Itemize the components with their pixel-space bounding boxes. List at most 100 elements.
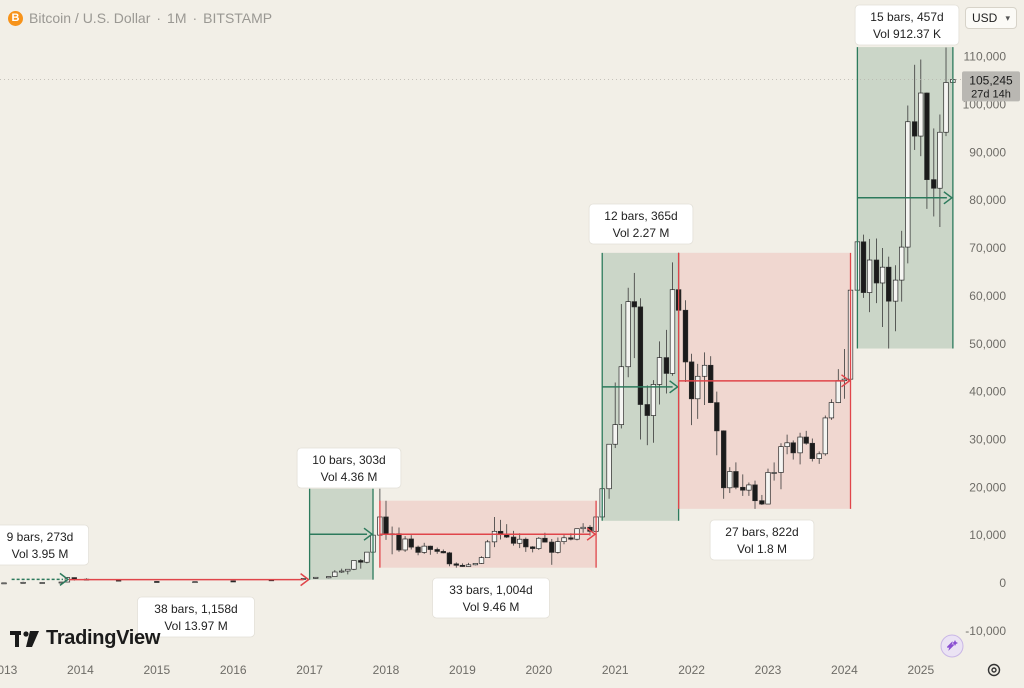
candle-body[interactable] bbox=[733, 471, 739, 488]
candle-body[interactable] bbox=[192, 581, 198, 584]
candle-body[interactable] bbox=[828, 402, 835, 419]
candle-body[interactable] bbox=[339, 570, 345, 573]
candle-body[interactable] bbox=[669, 289, 676, 374]
candle-body[interactable] bbox=[816, 453, 822, 459]
tradingview-logo[interactable]: TradingView bbox=[10, 627, 160, 650]
candle-body[interactable] bbox=[1, 582, 7, 585]
candle-body[interactable] bbox=[784, 442, 790, 447]
candle-body[interactable] bbox=[714, 402, 720, 432]
candle-body[interactable] bbox=[364, 551, 370, 563]
candle-body[interactable] bbox=[771, 472, 777, 474]
candle-body[interactable] bbox=[905, 121, 911, 248]
candle-body[interactable] bbox=[446, 552, 453, 565]
candle-body[interactable] bbox=[656, 357, 663, 385]
candle-body[interactable] bbox=[154, 581, 160, 583]
symbol-title[interactable]: Bitcoin / U.S. Dollar bbox=[29, 10, 151, 26]
candle-body[interactable] bbox=[708, 364, 714, 403]
candle-body[interactable] bbox=[555, 541, 561, 553]
candle-body[interactable] bbox=[740, 486, 746, 491]
range-stats-label[interactable]: 10 bars, 303d Vol 4.36 M bbox=[296, 447, 402, 489]
candle-body[interactable] bbox=[759, 500, 765, 505]
candle-body[interactable] bbox=[918, 92, 924, 137]
candle-body[interactable] bbox=[663, 357, 670, 374]
candle-body[interactable] bbox=[383, 516, 389, 535]
candle-body[interactable] bbox=[866, 259, 873, 293]
candle-body[interactable] bbox=[721, 430, 727, 489]
candle-body[interactable] bbox=[396, 533, 402, 551]
candle-body[interactable] bbox=[536, 537, 542, 549]
candle-body[interactable] bbox=[790, 442, 796, 454]
range-stats-label[interactable]: 38 bars, 1,158d Vol 13.97 M bbox=[137, 596, 255, 638]
candle-body[interactable] bbox=[440, 551, 446, 554]
sparkle-icon[interactable] bbox=[940, 634, 964, 658]
range-stats-label[interactable]: 33 bars, 1,004d Vol 9.46 M bbox=[432, 577, 550, 619]
candle-body[interactable] bbox=[752, 484, 758, 502]
candle-body[interactable] bbox=[568, 537, 574, 540]
candle-body[interactable] bbox=[434, 549, 440, 552]
candle-body[interactable] bbox=[408, 538, 414, 548]
candle-body[interactable] bbox=[345, 568, 351, 572]
candle-body[interactable] bbox=[459, 564, 466, 567]
candle-body[interactable] bbox=[727, 471, 733, 489]
candle-body[interactable] bbox=[39, 582, 45, 584]
candle-body[interactable] bbox=[491, 530, 498, 543]
candle-body[interactable] bbox=[530, 546, 536, 549]
candle-body[interactable] bbox=[484, 541, 491, 558]
candle-body[interactable] bbox=[682, 309, 689, 363]
last-price-tag[interactable] bbox=[962, 71, 1020, 102]
candle-body[interactable] bbox=[580, 526, 586, 530]
candle-body[interactable] bbox=[606, 443, 612, 490]
candle-body[interactable] bbox=[427, 545, 433, 550]
candle-body[interactable] bbox=[886, 266, 892, 302]
candle-body[interactable] bbox=[937, 131, 943, 189]
candle-body[interactable] bbox=[351, 560, 357, 570]
candle-body[interactable] bbox=[472, 563, 479, 566]
candle-body[interactable] bbox=[644, 404, 650, 416]
candle-body[interactable] bbox=[313, 576, 319, 579]
candle-body[interactable] bbox=[892, 279, 899, 302]
candle-body[interactable] bbox=[778, 446, 784, 473]
candle-body[interactable] bbox=[924, 92, 930, 180]
candle-body[interactable] bbox=[797, 436, 803, 454]
candle-body[interactable] bbox=[912, 121, 918, 137]
candle-body[interactable] bbox=[326, 576, 332, 579]
candle-body[interactable] bbox=[332, 571, 338, 577]
candle-body[interactable] bbox=[618, 366, 624, 425]
candle-body[interactable] bbox=[510, 536, 517, 544]
candle-body[interactable] bbox=[415, 546, 421, 553]
candle-body[interactable] bbox=[765, 472, 771, 505]
candle-body[interactable] bbox=[873, 259, 880, 284]
candle-body[interactable] bbox=[230, 580, 236, 583]
candle-body[interactable] bbox=[358, 560, 364, 563]
candle-body[interactable] bbox=[809, 442, 815, 459]
candle-body[interactable] bbox=[402, 538, 408, 551]
candle-body[interactable] bbox=[835, 380, 841, 403]
range-stats-label[interactable]: 12 bars, 365d Vol 2.27 M bbox=[588, 203, 694, 245]
gear-icon[interactable] bbox=[986, 662, 1002, 678]
candle-body[interactable] bbox=[465, 564, 472, 567]
candle-body[interactable] bbox=[701, 364, 708, 377]
range-stats-label[interactable]: 27 bars, 822d Vol 1.8 M bbox=[709, 519, 815, 561]
candle-body[interactable] bbox=[860, 241, 867, 293]
candle-body[interactable] bbox=[822, 417, 828, 455]
range-stats-label[interactable]: 9 bars, 273d Vol 3.95 M bbox=[0, 524, 89, 566]
candle-body[interactable] bbox=[421, 545, 427, 553]
candle-body[interactable] bbox=[650, 384, 657, 416]
candle-body[interactable] bbox=[746, 484, 752, 491]
candle-body[interactable] bbox=[453, 563, 459, 566]
candle-body[interactable] bbox=[561, 537, 567, 542]
candle-body[interactable] bbox=[542, 537, 548, 543]
candle-body[interactable] bbox=[523, 538, 529, 548]
candle-body[interactable] bbox=[478, 557, 485, 564]
currency-select[interactable]: USD ▾ bbox=[965, 7, 1017, 29]
candle-body[interactable] bbox=[637, 306, 644, 405]
candle-body[interactable] bbox=[625, 301, 631, 368]
candle-body[interactable] bbox=[879, 266, 886, 284]
range-stats-label[interactable]: 15 bars, 457d Vol 912.37 K bbox=[854, 4, 960, 46]
candle-body[interactable] bbox=[899, 246, 905, 281]
candle-body[interactable] bbox=[20, 581, 26, 584]
candle-body[interactable] bbox=[504, 534, 510, 538]
candle-body[interactable] bbox=[695, 375, 701, 400]
candle-body[interactable] bbox=[631, 301, 637, 308]
